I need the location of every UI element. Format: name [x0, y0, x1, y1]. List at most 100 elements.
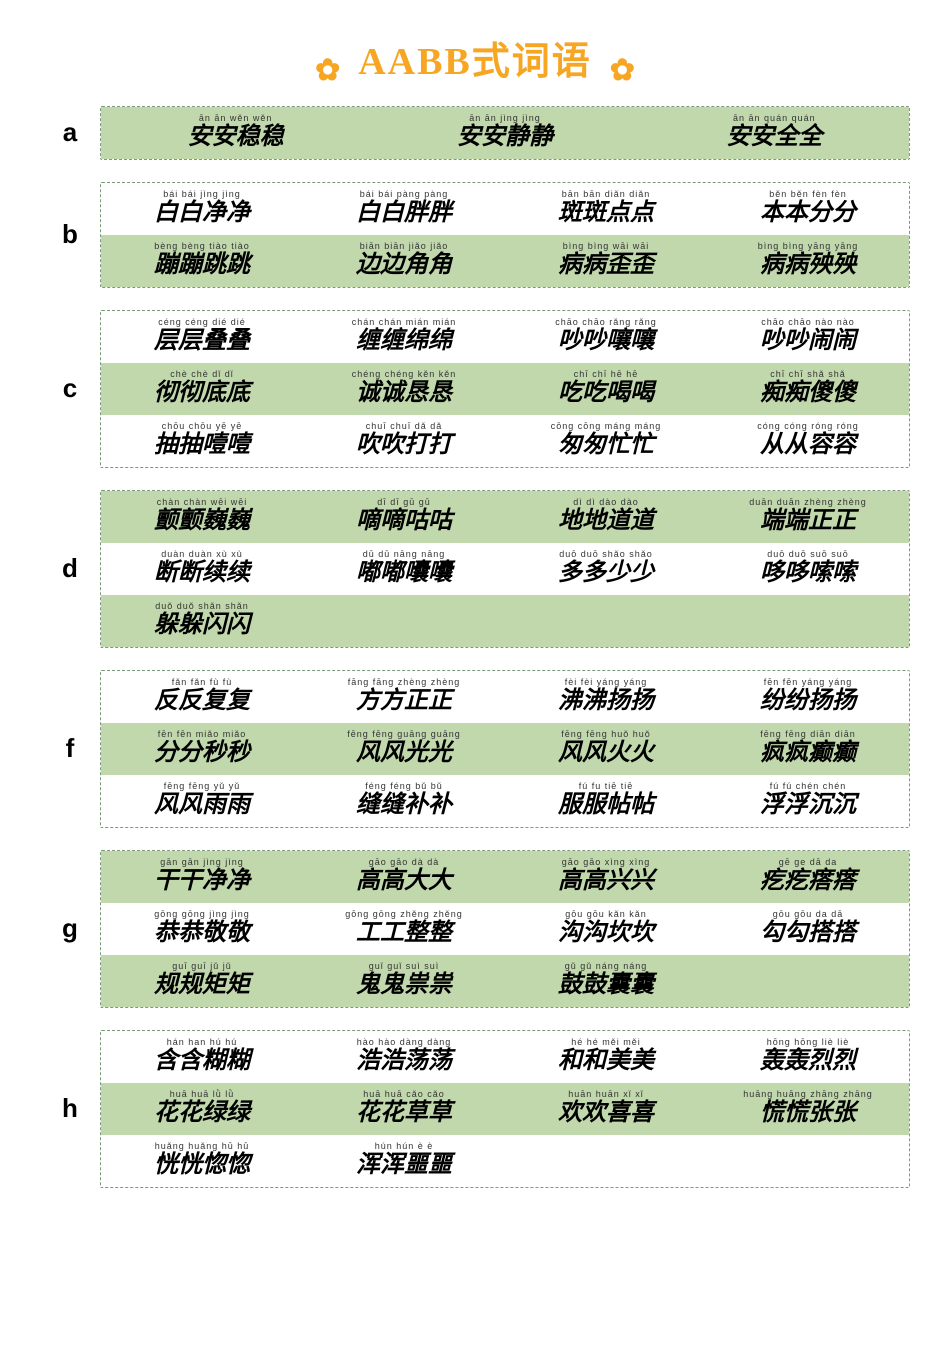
hanzi-text: 欢欢喜喜	[558, 1100, 654, 1126]
hanzi-text: 白白净净	[154, 200, 250, 226]
hanzi-text: 白白胖胖	[356, 200, 452, 226]
word-cell: duàn duàn xù xù断断续续	[101, 543, 303, 595]
table-row: chōu chōu yē yē抽抽噎噎chuī chuī dǎ dǎ吹吹打打cō…	[101, 415, 909, 467]
pinyin-text: fú fu tiē tiē	[579, 782, 634, 791]
table-row: bèng bèng tiào tiào蹦蹦跳跳 biān biān jiǎo ji…	[101, 235, 909, 287]
hanzi-text: 吃吃喝喝	[558, 380, 654, 406]
pinyin-text: fèi fèi yáng yáng	[565, 678, 648, 687]
table-row: gōng gōng jìng jìng恭恭敬敬gōng gōng zhěng z…	[101, 903, 909, 955]
table-row: chàn chàn wēi wēi颤颤巍巍dī dī gū gū嘀嘀咕咕dì d…	[101, 491, 909, 543]
hanzi-text: 恍恍惚惚	[154, 1152, 250, 1178]
hanzi-text: 多多少少	[558, 560, 654, 586]
section-letter: b	[40, 219, 100, 250]
pinyin-text: gē ge dā da	[779, 858, 838, 867]
pinyin-text: fēn fēn yáng yáng	[764, 678, 853, 687]
hanzi-text: 轰轰烈烈	[760, 1048, 856, 1074]
hanzi-text: 端端正正	[760, 508, 856, 534]
hanzi-text: 嘀嘀咕咕	[356, 508, 452, 534]
word-cell	[505, 1135, 707, 1187]
pinyin-text: gāo gāo xìng xìng	[562, 858, 651, 867]
hanzi-text: 干干净净	[154, 868, 250, 894]
word-cell: bān bān diǎn diǎn斑斑点点	[505, 183, 707, 235]
table-row: fǎn fǎn fù fù反反复复fāng fāng zhèng zhèng方方…	[101, 671, 909, 723]
pinyin-text: bèng bèng tiào tiào	[154, 242, 250, 251]
table-row: gān gān jìng jìng干干净净gāo gāo dà dà高高大大gā…	[101, 851, 909, 903]
hanzi-text: 抽抽噎噎	[154, 432, 250, 458]
word-cell: hán han hú hú含含糊糊	[101, 1031, 303, 1083]
hanzi-text: 吵吵嚷嚷	[558, 328, 654, 354]
pinyin-text: fēng fēng guāng guāng	[347, 730, 461, 739]
hanzi-text: 嘟嘟囔囔	[356, 560, 452, 586]
word-table: ān ān wěn wěn安安稳稳ān ān jìng jìng安安静静ān ā…	[100, 106, 910, 160]
hanzi-text: 鬼鬼祟祟	[356, 972, 452, 998]
hanzi-text: 本本分分	[760, 200, 856, 226]
section-g: ggān gān jìng jìng干干净净gāo gāo dà dà高高大大g…	[40, 850, 910, 1008]
word-cell: bìng bìng wāi wāi病病歪歪	[505, 235, 707, 287]
table-row: huā huā lǜ lǜ花花绿绿huā huā cǎo cǎo花花草草huān…	[101, 1083, 909, 1135]
word-cell: běn běn fèn fèn本本分分	[707, 183, 909, 235]
word-cell: huān huān xǐ xǐ欢欢喜喜	[505, 1083, 707, 1135]
word-cell: fēng fēng huǒ huǒ风风火火	[505, 723, 707, 775]
word-cell: fèi fèi yáng yáng沸沸扬扬	[505, 671, 707, 723]
hanzi-text: 服服帖帖	[558, 792, 654, 818]
pinyin-text: ān ān wěn wěn	[199, 114, 273, 123]
pinyin-text: ān ān jìng jìng	[469, 114, 541, 123]
hanzi-text: 哆哆嗦嗦	[760, 560, 856, 586]
hanzi-text: 安安静静	[457, 124, 553, 150]
pinyin-text: huān huān xǐ xǐ	[568, 1090, 644, 1099]
pinyin-text: fēn fēn miǎo miǎo	[158, 730, 247, 739]
pinyin-text: cóng cóng róng róng	[757, 422, 859, 431]
table-row: bái bái jìng jìng白白净净bái bái pàng pàng白白…	[101, 183, 909, 235]
pinyin-text: fēng fēng diān diān	[760, 730, 856, 739]
pinyin-text: gōu gōu kǎn kǎn	[565, 910, 647, 919]
word-cell: fǎn fǎn fù fù反反复复	[101, 671, 303, 723]
pinyin-text: gōng gōng jìng jìng	[154, 910, 250, 919]
word-cell: gē ge dā da疙疙瘩瘩	[707, 851, 909, 903]
section-letter: d	[40, 553, 100, 584]
word-cell: bèng bèng tiào tiào蹦蹦跳跳	[101, 235, 303, 287]
pinyin-text: huā huā lǜ lǜ	[170, 1090, 235, 1099]
hanzi-text: 规规矩矩	[154, 972, 250, 998]
pinyin-text: gōu gōu da dā	[773, 910, 844, 919]
word-cell: chéng chéng kěn kěn诚诚恳恳	[303, 363, 505, 415]
word-cell: bìng bìng yāng yāng病病殃殃	[707, 235, 909, 287]
word-cell: fēng fēng yǔ yǔ风风雨雨	[101, 775, 303, 827]
hanzi-text: 方方正正	[356, 688, 452, 714]
pinyin-text: fú fú chén chén	[770, 782, 847, 791]
table-row: guī guī jǔ jǔ规规矩矩guǐ guǐ suì suì鬼鬼祟祟gǔ g…	[101, 955, 909, 1007]
word-cell: cōng cōng máng máng匆匆忙忙	[505, 415, 707, 467]
hanzi-text: 恭恭敬敬	[154, 920, 250, 946]
pinyin-text: bìng bìng yāng yāng	[758, 242, 859, 251]
word-cell: bái bái pàng pàng白白胖胖	[303, 183, 505, 235]
hanzi-text: 斑斑点点	[558, 200, 654, 226]
hanzi-text: 缝缝补补	[356, 792, 452, 818]
hanzi-text: 诚诚恳恳	[356, 380, 452, 406]
hanzi-text: 安安全全	[726, 124, 822, 150]
section-letter: g	[40, 913, 100, 944]
hanzi-text: 匆匆忙忙	[558, 432, 654, 458]
pinyin-text: chāo chāo nào nào	[761, 318, 855, 327]
word-cell: ān ān quán quán安安全全	[640, 107, 909, 159]
word-cell: huǎng huǎng hū hū恍恍惚惚	[101, 1135, 303, 1187]
table-row: huǎng huǎng hū hū恍恍惚惚hún hún è è浑浑噩噩	[101, 1135, 909, 1187]
word-cell	[707, 1135, 909, 1187]
page-title: AABB式词语	[358, 30, 592, 85]
word-table: gān gān jìng jìng干干净净gāo gāo dà dà高高大大gā…	[100, 850, 910, 1008]
word-cell: fāng fāng zhèng zhèng方方正正	[303, 671, 505, 723]
pinyin-text: bìng bìng wāi wāi	[563, 242, 650, 251]
word-table: bái bái jìng jìng白白净净bái bái pàng pàng白白…	[100, 182, 910, 288]
word-cell: fēn fēn yáng yáng纷纷扬扬	[707, 671, 909, 723]
word-cell: chāo chāo nào nào吵吵闹闹	[707, 311, 909, 363]
section-letter: a	[40, 117, 100, 148]
word-cell: fēng fēng diān diān疯疯癫癫	[707, 723, 909, 775]
section-c: ccéng céng dié dié层层叠叠chán chán mián miá…	[40, 310, 910, 468]
hanzi-text: 从从容容	[760, 432, 856, 458]
section-h: hhán han hú hú含含糊糊hào hào dàng dàng浩浩荡荡h…	[40, 1030, 910, 1188]
word-cell: gōu gōu kǎn kǎn沟沟坎坎	[505, 903, 707, 955]
word-cell: gǔ gǔ náng náng鼓鼓囊囊	[505, 955, 707, 1007]
pinyin-text: běn běn fèn fèn	[769, 190, 847, 199]
table-row: ān ān wěn wěn安安稳稳ān ān jìng jìng安安静静ān ā…	[101, 107, 909, 159]
pinyin-text: biān biān jiǎo jiǎo	[360, 242, 449, 251]
pinyin-text: duàn duàn xù xù	[161, 550, 243, 559]
word-cell: hún hún è è浑浑噩噩	[303, 1135, 505, 1187]
